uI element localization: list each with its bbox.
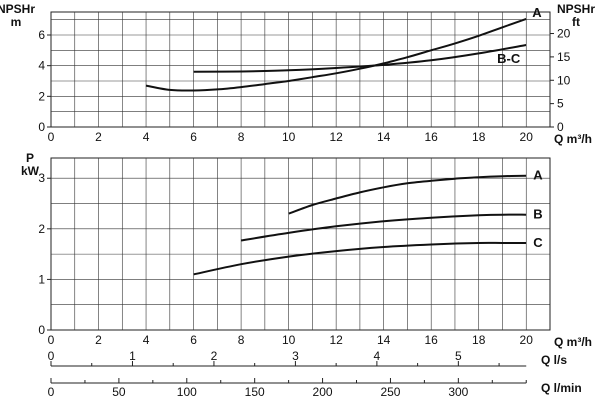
npsh-x-tick-label: 20 bbox=[520, 130, 534, 144]
axis-lps-tick-label: 5 bbox=[455, 349, 462, 363]
power-y-tick-label: 1 bbox=[38, 272, 45, 286]
axis-lps-tick-label: 0 bbox=[48, 349, 55, 363]
power-series-label-a: A bbox=[533, 168, 543, 183]
power-x-tick-label: 6 bbox=[190, 333, 197, 347]
power-x-tick-label: 18 bbox=[472, 333, 486, 347]
npsh-y2-tick-label: 10 bbox=[557, 73, 571, 87]
power-y-tick-label: 2 bbox=[38, 222, 45, 236]
npsh-y2-axis-unit: ft bbox=[572, 15, 580, 29]
power-series-label-c: C bbox=[533, 235, 543, 250]
power-y-axis-label: P bbox=[26, 151, 34, 165]
npsh-y-axis-label: NPSHr bbox=[0, 2, 35, 16]
power-series-label-b: B bbox=[533, 207, 542, 222]
npsh-x-tick-label: 16 bbox=[425, 130, 439, 144]
npsh-y2-tick-label: 15 bbox=[557, 50, 571, 64]
npsh-series-label-a: A bbox=[532, 5, 542, 20]
power-y-axis-unit: kW bbox=[21, 164, 40, 178]
npsh-y-tick-label: 4 bbox=[38, 59, 45, 73]
power-frame bbox=[50, 157, 551, 331]
npsh-x-tick-label: 10 bbox=[282, 130, 296, 144]
npsh-y2-tick-label: 20 bbox=[557, 27, 571, 41]
power-x-tick-label: 20 bbox=[520, 333, 534, 347]
npsh-y-axis-unit: m bbox=[11, 15, 22, 29]
npsh-y-tick-label: 0 bbox=[38, 120, 45, 134]
power-curve-a bbox=[288, 174, 527, 215]
axis-lps-tick-label: 4 bbox=[374, 349, 381, 363]
power-curve-b bbox=[240, 213, 527, 242]
npsh-series-label-b-c: B-C bbox=[497, 51, 521, 66]
power-x-tick-label: 0 bbox=[48, 333, 55, 347]
npsh-x-axis-label: Q m³/h bbox=[554, 132, 592, 146]
npsh-x-tick-label: 8 bbox=[238, 130, 245, 144]
npsh-y-tick-label: 6 bbox=[38, 28, 45, 42]
npsh-curve-b-c bbox=[193, 44, 527, 73]
axis-lps-tick-label: 2 bbox=[211, 349, 218, 363]
axis-lpm-label: Q l/min bbox=[541, 381, 582, 395]
axis-lpm-tick-label: 100 bbox=[177, 385, 197, 399]
axis-lpm-tick-label: 250 bbox=[380, 385, 400, 399]
axis-lps-label: Q l/s bbox=[541, 353, 567, 367]
npsh-frame bbox=[50, 11, 551, 128]
power-x-tick-label: 8 bbox=[238, 333, 245, 347]
power-x-tick-label: 2 bbox=[95, 333, 102, 347]
npsh-curve-a bbox=[145, 17, 527, 92]
npsh-x-tick-label: 6 bbox=[190, 130, 197, 144]
axis-lpm-tick-label: 150 bbox=[245, 385, 265, 399]
npsh-x-tick-label: 0 bbox=[48, 130, 55, 144]
power-x-tick-label: 14 bbox=[377, 333, 391, 347]
npsh-x-tick-label: 12 bbox=[329, 130, 343, 144]
power-y-tick-label: 0 bbox=[38, 323, 45, 337]
npsh-y2-axis-label: NPSHr bbox=[557, 2, 595, 16]
axis-lpm-tick-label: 50 bbox=[112, 385, 126, 399]
power-curve-c bbox=[193, 241, 527, 276]
axis-lps-tick-label: 3 bbox=[292, 349, 299, 363]
npsh-x-tick-label: 2 bbox=[95, 130, 102, 144]
axis-lpm-tick-label: 200 bbox=[313, 385, 333, 399]
npsh-y-tick-label: 2 bbox=[38, 89, 45, 103]
npsh-x-tick-label: 4 bbox=[143, 130, 150, 144]
axis-lpm-tick-label: 300 bbox=[448, 385, 468, 399]
npsh-y2-tick-label: 0 bbox=[557, 120, 564, 134]
power-x-axis-label: Q m³/h bbox=[554, 335, 592, 349]
power-x-tick-label: 12 bbox=[329, 333, 343, 347]
npsh-y2-tick-label: 5 bbox=[557, 97, 564, 111]
npsh-x-tick-label: 18 bbox=[472, 130, 486, 144]
power-y-tick-label: 3 bbox=[38, 171, 45, 185]
npsh-x-tick-label: 14 bbox=[377, 130, 391, 144]
power-x-tick-label: 16 bbox=[425, 333, 439, 347]
power-x-tick-label: 10 bbox=[282, 333, 296, 347]
axis-lps-tick-label: 1 bbox=[129, 349, 136, 363]
axis-lpm-tick-label: 0 bbox=[48, 385, 55, 399]
power-x-tick-label: 4 bbox=[143, 333, 150, 347]
